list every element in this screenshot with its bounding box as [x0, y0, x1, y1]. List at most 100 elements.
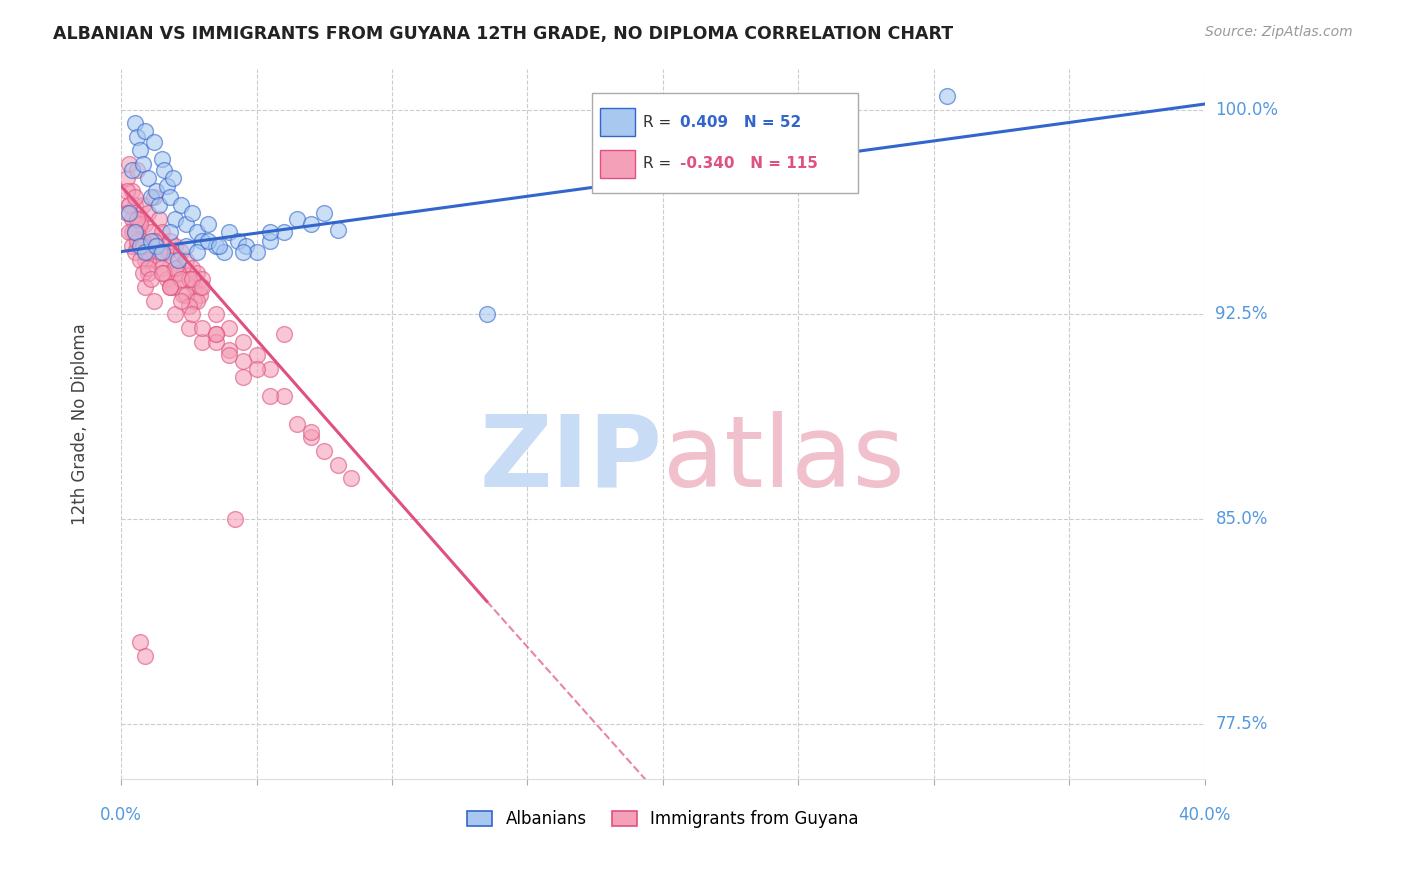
- Text: Source: ZipAtlas.com: Source: ZipAtlas.com: [1205, 25, 1353, 39]
- Point: [165, 239, 187, 253]
- Text: ALBANIAN VS IMMIGRANTS FROM GUYANA 12TH GRADE, NO DIPLOMA CORRELATION CHART: ALBANIAN VS IMMIGRANTS FROM GUYANA 12TH …: [53, 25, 953, 43]
- Text: 77.5%: 77.5%: [1215, 715, 1268, 733]
- Point: [134, 280, 156, 294]
- Point: [129, 211, 152, 226]
- Point: [191, 280, 214, 294]
- Point: [159, 280, 181, 294]
- Point: [285, 417, 308, 431]
- Point: [299, 425, 322, 439]
- Bar: [600, 150, 636, 178]
- Point: [177, 272, 200, 286]
- Point: [142, 293, 165, 308]
- Point: [150, 244, 173, 259]
- Point: [232, 244, 254, 259]
- Point: [235, 239, 257, 253]
- Point: [188, 288, 211, 302]
- Point: [127, 234, 149, 248]
- Point: [136, 252, 159, 267]
- Point: [134, 217, 156, 231]
- Point: [205, 307, 228, 321]
- Text: 40.0%: 40.0%: [1178, 806, 1230, 824]
- Point: [172, 267, 194, 281]
- Point: [170, 244, 193, 259]
- Point: [205, 334, 228, 349]
- Point: [118, 157, 141, 171]
- Point: [245, 244, 267, 259]
- Point: [197, 217, 219, 231]
- Point: [124, 226, 146, 240]
- Point: [124, 116, 146, 130]
- Point: [127, 129, 149, 144]
- Point: [224, 512, 246, 526]
- Point: [139, 234, 162, 248]
- Point: [148, 211, 170, 226]
- Point: [145, 239, 167, 253]
- Point: [170, 198, 193, 212]
- Point: [153, 162, 176, 177]
- Point: [115, 206, 138, 220]
- Bar: [592, 94, 858, 193]
- Point: [124, 226, 146, 240]
- Point: [121, 211, 143, 226]
- Point: [132, 157, 155, 171]
- Point: [174, 288, 197, 302]
- Point: [150, 267, 173, 281]
- Point: [245, 348, 267, 362]
- Text: atlas: atlas: [662, 410, 904, 508]
- Point: [314, 206, 336, 220]
- Point: [159, 226, 181, 240]
- Point: [129, 234, 152, 248]
- Point: [167, 252, 190, 267]
- Point: [124, 217, 146, 231]
- Point: [127, 239, 149, 253]
- Point: [115, 185, 138, 199]
- Point: [232, 334, 254, 349]
- Point: [118, 198, 141, 212]
- Point: [118, 206, 141, 220]
- Point: [159, 190, 181, 204]
- Point: [127, 226, 149, 240]
- Point: [129, 635, 152, 649]
- Point: [226, 234, 249, 248]
- Point: [191, 272, 214, 286]
- Point: [129, 239, 152, 253]
- Point: [148, 198, 170, 212]
- Point: [165, 307, 187, 321]
- Text: 12th Grade, No Diploma: 12th Grade, No Diploma: [72, 323, 90, 524]
- Point: [162, 170, 184, 185]
- Point: [259, 362, 281, 376]
- Point: [127, 211, 149, 226]
- Point: [153, 267, 176, 281]
- Point: [218, 343, 240, 357]
- Point: [139, 239, 162, 253]
- Point: [132, 267, 155, 281]
- Point: [136, 170, 159, 185]
- Point: [167, 267, 190, 281]
- Point: [121, 226, 143, 240]
- Point: [170, 272, 193, 286]
- Point: [205, 326, 228, 341]
- Point: [273, 326, 295, 341]
- Bar: [600, 108, 636, 136]
- Point: [218, 226, 240, 240]
- Point: [150, 226, 173, 240]
- Point: [165, 211, 187, 226]
- Text: R =: R =: [643, 156, 676, 171]
- Point: [191, 321, 214, 335]
- Point: [475, 307, 498, 321]
- Point: [212, 244, 235, 259]
- Point: [245, 362, 267, 376]
- Point: [134, 252, 156, 267]
- Point: [115, 170, 138, 185]
- Point: [150, 260, 173, 275]
- Text: 85.0%: 85.0%: [1215, 510, 1268, 528]
- Point: [273, 226, 295, 240]
- Point: [186, 244, 208, 259]
- Point: [132, 198, 155, 212]
- Point: [218, 348, 240, 362]
- Point: [162, 280, 184, 294]
- Point: [145, 185, 167, 199]
- Point: [132, 239, 155, 253]
- Point: [156, 179, 179, 194]
- Point: [145, 252, 167, 267]
